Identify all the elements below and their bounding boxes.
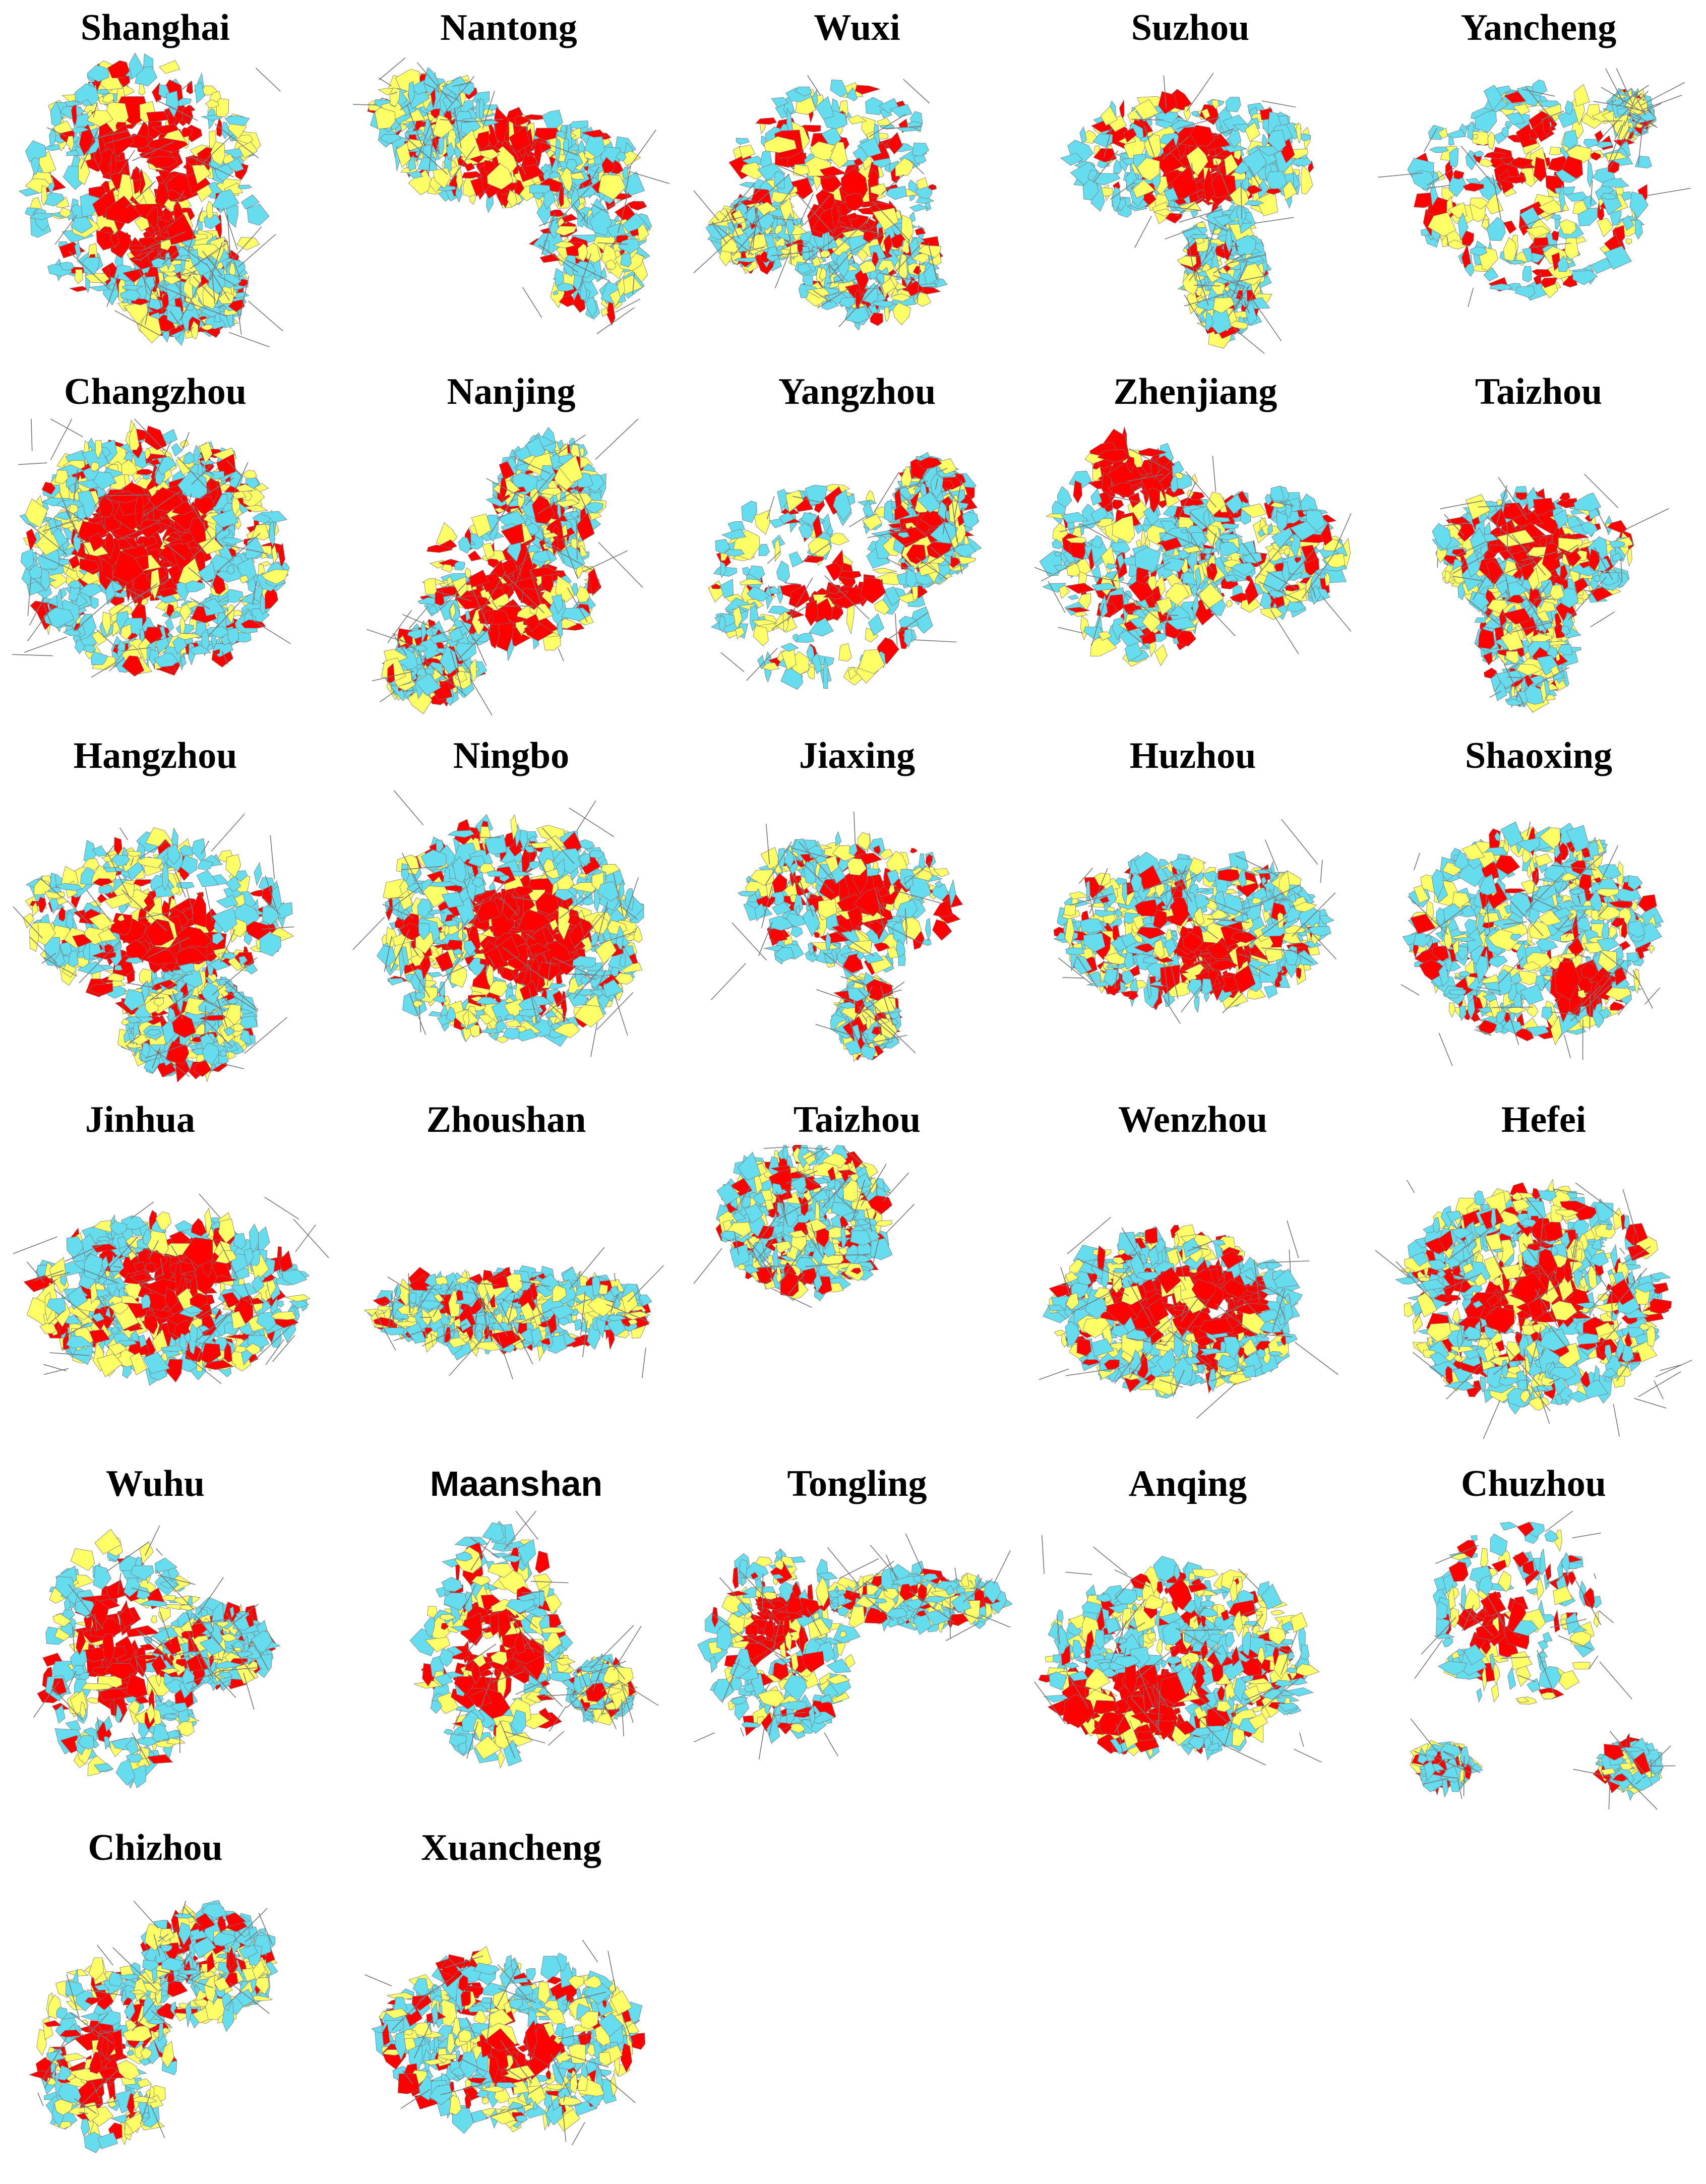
city-title: Jiaxing	[687, 733, 1027, 778]
city-title: Chizhou	[0, 1825, 326, 1870]
city-land-use-map	[1373, 53, 1694, 355]
city-panel: Jinhua	[0, 1092, 341, 1456]
city-title: Jinhua	[0, 1097, 311, 1142]
city-title: Anqing	[1017, 1461, 1358, 1506]
city-land-use-map	[692, 1509, 1012, 1811]
city-title: Nantong	[338, 5, 679, 50]
city-land-use-map	[692, 781, 1012, 1083]
city-land-use-map	[1032, 1509, 1353, 1811]
city-land-use-map	[692, 1145, 1012, 1447]
city-panel: Jiaxing	[682, 728, 1022, 1092]
city-title: Zhoushan	[336, 1097, 677, 1142]
city-panel: Yangzhou	[682, 364, 1022, 728]
city-land-use-map	[10, 1509, 331, 1811]
city-panel: Zhoushan	[341, 1092, 682, 1456]
city-land-use-map	[1373, 1509, 1694, 1811]
city-panel: Suzhou	[1022, 0, 1363, 364]
city-panel: Xuancheng	[341, 1820, 682, 2184]
city-title: Xuancheng	[341, 1825, 682, 1870]
city-title: Yangzhou	[687, 369, 1027, 414]
city-land-use-map	[351, 1145, 672, 1447]
city-land-use-map	[10, 1873, 331, 2175]
city-land-use-map	[692, 53, 1012, 355]
city-title: Taizhou	[687, 1097, 1027, 1142]
city-title: Hefei	[1373, 1097, 1706, 1142]
city-title: Suzhou	[1020, 5, 1361, 50]
city-panel: Chizhou	[0, 1820, 341, 2184]
city-panel: Wenzhou	[1022, 1092, 1363, 1456]
city-land-use-map	[1032, 53, 1353, 355]
city-land-use-map	[1032, 1145, 1353, 1447]
city-land-use-map	[692, 417, 1012, 719]
city-panel: Taizhou	[1363, 364, 1704, 728]
city-land-use-map	[351, 1873, 672, 2175]
city-panel: Tongling	[682, 1456, 1022, 1820]
city-panel: Changzhou	[0, 364, 341, 728]
city-panel: Shaoxing	[1363, 728, 1704, 1092]
city-land-use-map	[10, 1145, 331, 1447]
city-land-use-map	[351, 53, 672, 355]
city-title: Changzhou	[0, 369, 326, 414]
city-title: Chuzhou	[1363, 1461, 1704, 1506]
city-panel: Anqing	[1022, 1456, 1363, 1820]
city-land-use-map	[10, 417, 331, 719]
city-land-use-map	[1032, 417, 1353, 719]
city-title: Zhenjiang	[1025, 369, 1366, 414]
city-panel: Wuhu	[0, 1456, 341, 1820]
city-panel: Taizhou	[682, 1092, 1022, 1456]
city-title: Ningbo	[341, 733, 682, 778]
city-panel: Ningbo	[341, 728, 682, 1092]
city-title: Maanshan	[346, 1461, 687, 1506]
city-panel: Nanjing	[341, 364, 682, 728]
city-panel: Huzhou	[1022, 728, 1363, 1092]
city-panel: Hangzhou	[0, 728, 341, 1092]
city-title: Nanjing	[341, 369, 682, 414]
city-title: Hangzhou	[0, 733, 326, 778]
city-panel: Hefei	[1363, 1092, 1704, 1456]
city-title: Wuhu	[0, 1461, 326, 1506]
city-title: Huzhou	[1022, 733, 1363, 778]
city-panel: Shanghai	[0, 0, 341, 364]
city-land-use-map	[10, 781, 331, 1083]
city-panel: Wuxi	[682, 0, 1022, 364]
city-panel: Yancheng	[1363, 0, 1704, 364]
city-title: Wuxi	[687, 5, 1027, 50]
city-land-use-map	[1032, 781, 1353, 1083]
city-land-use-map	[1373, 781, 1694, 1083]
city-panel: Maanshan	[341, 1456, 682, 1820]
city-title: Wenzhou	[1022, 1097, 1363, 1142]
city-land-use-map	[351, 781, 672, 1083]
city-land-use-map	[351, 417, 672, 719]
city-title: Shanghai	[0, 5, 326, 50]
city-title: Taizhou	[1368, 369, 1706, 414]
city-land-use-map	[351, 1509, 672, 1811]
city-panel: Chuzhou	[1363, 1456, 1704, 1820]
city-panel: Nantong	[341, 0, 682, 364]
city-title: Yancheng	[1368, 5, 1706, 50]
city-land-use-map	[1373, 1145, 1694, 1447]
city-land-use-map	[10, 53, 331, 355]
city-title: Shaoxing	[1368, 733, 1706, 778]
city-panel: Zhenjiang	[1022, 364, 1363, 728]
city-land-use-map	[1373, 417, 1694, 719]
city-title: Tongling	[687, 1461, 1027, 1506]
